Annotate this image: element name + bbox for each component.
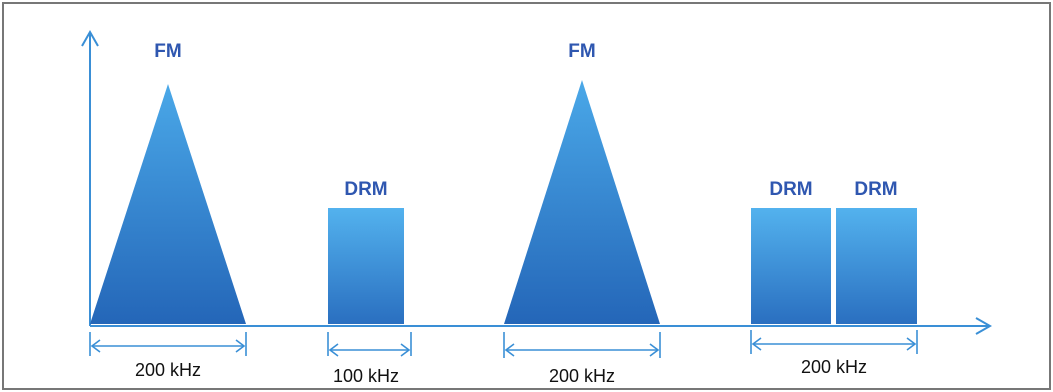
bandwidth-marker-3 xyxy=(503,332,661,358)
bandwidth-marker-1 xyxy=(89,332,247,356)
fm-signal-1 xyxy=(90,84,246,324)
bandwidth-label-4: 200 kHz xyxy=(801,357,867,377)
drm-label-2a: DRM xyxy=(769,179,812,200)
bandwidth-label-3: 200 kHz xyxy=(549,366,615,386)
bandwidth-label-2: 100 kHz xyxy=(333,366,399,386)
x-axis xyxy=(90,317,993,335)
drm-signal-2b xyxy=(836,208,917,324)
fm-label-2: FM xyxy=(568,41,595,62)
y-axis xyxy=(81,29,99,326)
bandwidth-label-1: 200 kHz xyxy=(135,360,201,380)
bandwidth-marker-2 xyxy=(327,332,412,357)
drm-signal-2a xyxy=(751,208,831,324)
drm-label-2b: DRM xyxy=(854,179,897,200)
drm-label-1: DRM xyxy=(344,179,387,200)
bandwidth-marker-4 xyxy=(750,330,918,354)
fm-signal-2 xyxy=(504,80,660,324)
drm-signal-1 xyxy=(328,208,404,324)
fm-label-1: FM xyxy=(154,41,181,62)
